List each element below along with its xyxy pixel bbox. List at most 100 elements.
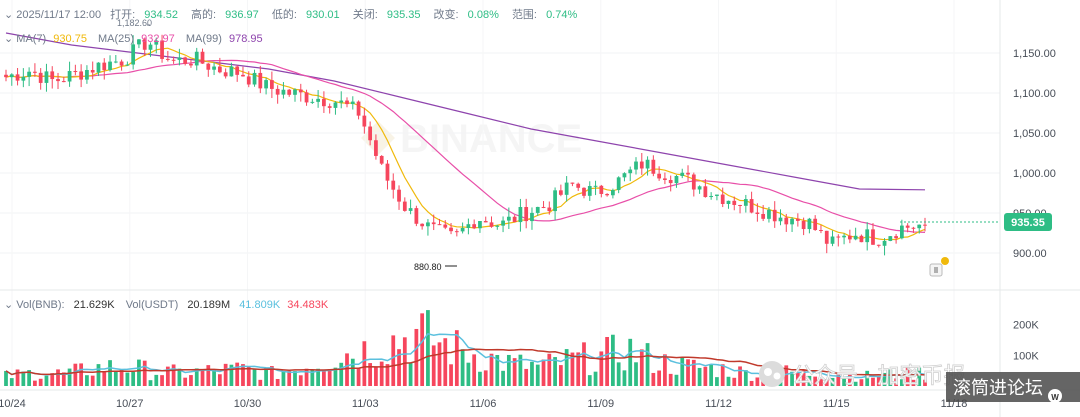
ma25-line bbox=[5, 59, 926, 233]
volume-bar bbox=[807, 375, 812, 386]
volume-bar bbox=[905, 366, 910, 386]
volume-bar bbox=[790, 371, 794, 386]
candle-body bbox=[339, 100, 344, 103]
collapse-icon[interactable]: ⌄ bbox=[4, 9, 14, 21]
candle-body bbox=[720, 194, 725, 204]
volume-bar bbox=[483, 370, 488, 386]
candle-body bbox=[576, 183, 581, 188]
volume-bar bbox=[90, 375, 95, 386]
current-price-label: 935.35 bbox=[1011, 217, 1045, 229]
candle-body bbox=[622, 173, 627, 178]
alert-icon[interactable] bbox=[929, 257, 949, 277]
volume-bar bbox=[894, 378, 898, 386]
vol-usdt-value: 20.189M bbox=[187, 299, 231, 311]
volume-bar bbox=[824, 379, 829, 386]
svg-text:W: W bbox=[1051, 393, 1059, 402]
candle-body bbox=[15, 74, 20, 81]
volume-bar bbox=[67, 368, 72, 386]
candle-body bbox=[420, 223, 425, 227]
candle-body bbox=[859, 235, 864, 243]
volume-bar bbox=[4, 370, 8, 386]
candle-body bbox=[426, 222, 430, 227]
volume-bar bbox=[137, 359, 141, 386]
candle-body bbox=[616, 177, 621, 191]
candle-body bbox=[871, 229, 875, 245]
candle-body bbox=[212, 66, 216, 70]
candle-body bbox=[96, 62, 101, 73]
candle-body bbox=[374, 140, 378, 156]
volume-bar bbox=[310, 370, 315, 386]
volume-bar bbox=[871, 377, 875, 386]
volume-bar bbox=[570, 352, 575, 386]
volume-bar bbox=[639, 349, 644, 386]
candle-body bbox=[564, 182, 569, 195]
candle-body bbox=[454, 231, 459, 233]
candle-body bbox=[778, 217, 783, 222]
candle-body bbox=[258, 72, 263, 89]
time-tick-label: 11/15 bbox=[823, 398, 850, 410]
candle-body bbox=[183, 57, 188, 64]
collapse-icon[interactable]: ⌄ bbox=[4, 33, 14, 45]
candle-body bbox=[651, 159, 656, 174]
volume-tick-label: 200K bbox=[1013, 320, 1039, 332]
grid bbox=[0, 52, 1000, 254]
candle-body bbox=[298, 89, 303, 93]
volume-bar bbox=[593, 371, 598, 386]
candle-body bbox=[905, 225, 910, 228]
candle-body bbox=[125, 64, 130, 66]
volume-bar bbox=[426, 310, 430, 386]
volume-bar bbox=[258, 379, 263, 386]
candle-body bbox=[154, 40, 159, 45]
candle-body bbox=[668, 179, 673, 184]
volume-bar bbox=[611, 334, 615, 386]
high-annotation: 1,182.60 bbox=[117, 18, 152, 28]
volume-bar bbox=[119, 368, 124, 386]
volume-bar bbox=[558, 365, 563, 386]
volume-bar bbox=[316, 368, 320, 386]
volume-bar bbox=[183, 377, 188, 386]
volume-bar bbox=[189, 375, 193, 386]
candle-body bbox=[142, 39, 147, 50]
candle-body bbox=[518, 207, 523, 223]
candle-body bbox=[206, 63, 211, 70]
price-tick-label: 1,100.00 bbox=[1013, 88, 1056, 100]
candle-body bbox=[703, 186, 708, 198]
volume-bar bbox=[200, 370, 205, 386]
candle-body bbox=[33, 71, 37, 73]
ma25-label: MA(25) bbox=[98, 33, 135, 45]
volume-bar bbox=[431, 345, 436, 386]
candle-body bbox=[165, 58, 170, 60]
volume-bar bbox=[518, 354, 523, 386]
candle-body bbox=[743, 199, 748, 206]
candle-body bbox=[449, 227, 453, 232]
time-tick-label: 10/30 bbox=[234, 398, 262, 410]
candle-body bbox=[495, 225, 500, 227]
volume-bar bbox=[437, 342, 442, 386]
volume-bar bbox=[131, 371, 136, 386]
price-tick-label: 1,000.00 bbox=[1013, 168, 1056, 180]
volume-bar bbox=[506, 354, 511, 386]
candle-body bbox=[269, 80, 274, 89]
volume-bar bbox=[27, 370, 31, 386]
candle-body bbox=[824, 230, 829, 244]
candle-body bbox=[131, 44, 136, 65]
time-tick-label: 10/24 bbox=[0, 398, 26, 410]
collapse-icon[interactable]: ⌄ bbox=[4, 299, 14, 311]
candle-body bbox=[894, 236, 898, 239]
candle-body bbox=[252, 72, 257, 85]
candle-body bbox=[882, 240, 887, 246]
candle-body bbox=[391, 180, 396, 190]
volume-bar bbox=[645, 343, 650, 386]
ohlc-bar: ⌄ 2025/11/17 12:00 打开: 934.52 高的: 936.97… bbox=[4, 6, 577, 22]
candle-body bbox=[923, 224, 927, 226]
volume-bar bbox=[229, 364, 234, 386]
volume-bar bbox=[876, 376, 881, 386]
candle-body bbox=[137, 39, 141, 45]
volume-bar bbox=[888, 369, 893, 386]
candle-body bbox=[691, 174, 696, 190]
candle-body bbox=[512, 216, 517, 223]
candle-body bbox=[345, 100, 349, 105]
candle-body bbox=[605, 193, 609, 196]
ma99-label: MA(99) bbox=[185, 33, 222, 45]
ma99-line bbox=[5, 32, 926, 191]
